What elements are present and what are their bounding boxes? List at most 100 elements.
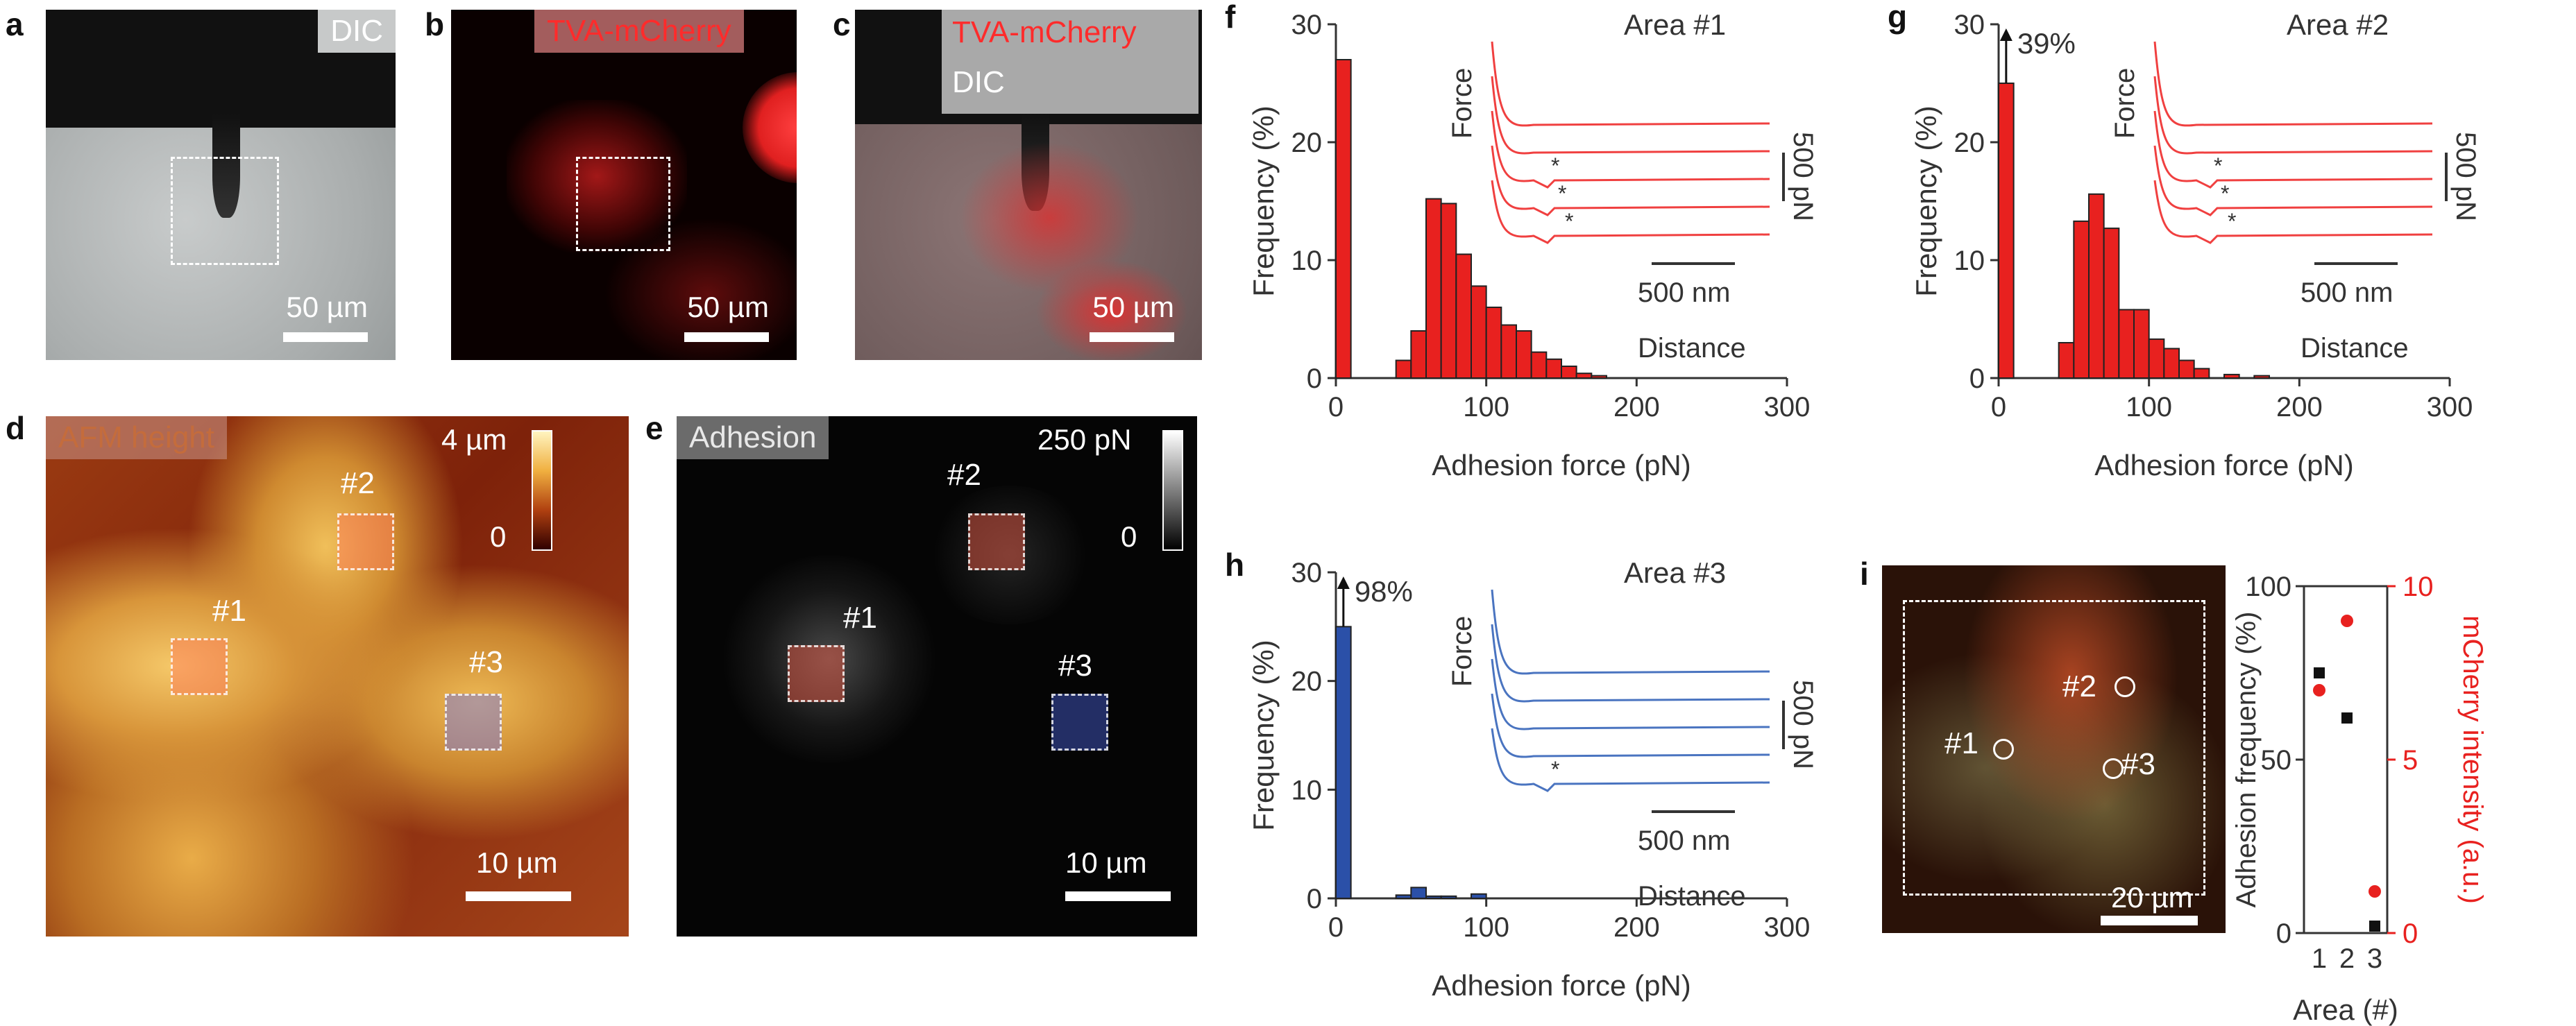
force-curve xyxy=(1491,658,1770,730)
panel-letter-f: f xyxy=(1225,0,1236,35)
inset-scale-x-label: 500 nm xyxy=(2300,277,2393,308)
roi-label-3: #3 xyxy=(469,645,503,679)
y-tick-label: 0 xyxy=(1969,364,1985,394)
x-tick-label: 2 xyxy=(2339,943,2355,974)
histogram-bar xyxy=(1410,330,1427,379)
histogram-bar xyxy=(1998,83,2015,379)
overflow-annotation: 39% xyxy=(2017,27,2076,60)
inset-force-label: Force xyxy=(2110,68,2140,139)
roi-label-3: #3 xyxy=(1058,649,1092,683)
force-curve xyxy=(1491,110,1770,189)
force-curve xyxy=(2153,180,2433,244)
force-curve xyxy=(2153,110,2433,189)
histogram-bar xyxy=(2178,359,2195,379)
y-tick-label: 30 xyxy=(1954,10,1985,40)
colorbar-min: 0 xyxy=(490,520,507,553)
x-tick-label: 0 xyxy=(1328,392,1344,422)
histogram-bar xyxy=(1440,203,1457,379)
force-curve xyxy=(2153,41,2433,127)
x-tick-label: 200 xyxy=(2276,392,2323,422)
histogram-bar xyxy=(1425,198,1442,379)
force-curve xyxy=(1491,41,1770,127)
force-curve xyxy=(2153,76,2433,155)
overflow-arrowhead xyxy=(1337,576,1350,589)
rupture-marker: * xyxy=(1565,209,1573,234)
mcherry-intensity-point xyxy=(2313,684,2325,696)
rupture-marker: * xyxy=(1551,153,1559,178)
inset-scale-y-label: 500 pN xyxy=(1788,680,1818,769)
histogram-bar xyxy=(1471,285,1487,379)
histogram-bar xyxy=(1440,895,1457,900)
inset-force-label: Force xyxy=(1447,68,1477,139)
scale-label: 20 µm xyxy=(2111,881,2193,914)
y-tick-label: 0 xyxy=(1307,364,1322,394)
inset-title: Area #3 xyxy=(1624,556,1726,589)
y-right-axis-label: mCherry intensity (a.u.) xyxy=(2457,615,2488,904)
x-axis-label: Adhesion force (pN) xyxy=(1432,449,1691,481)
x-tick-label: 300 xyxy=(1764,912,1811,943)
scale-bar xyxy=(684,332,769,342)
plot-frame xyxy=(2303,585,2389,934)
scale-label: 50 µm xyxy=(286,291,368,323)
histogram-bar xyxy=(1395,894,1412,899)
roi-label-1: #1 xyxy=(1944,726,1978,760)
y-tick-label: 10 xyxy=(1954,246,1985,276)
x-tick-label: 100 xyxy=(2126,392,2172,422)
roi-label-1: #1 xyxy=(843,601,877,635)
inset-title: Area #1 xyxy=(1624,8,1726,41)
tag-dic: DIC xyxy=(952,65,1005,99)
x-tick-label: 200 xyxy=(1613,392,1660,422)
histogram-bar xyxy=(2103,228,2120,379)
scale-label: 50 µm xyxy=(1092,291,1174,323)
inset-distance-label: Distance xyxy=(2300,333,2409,364)
histogram-bar xyxy=(2253,375,2270,379)
scale-bar xyxy=(466,891,571,901)
tag-adhesion: Adhesion xyxy=(677,416,829,459)
tag-dic: DIC xyxy=(318,10,396,53)
micrograph-c: TVA-mCherry DIC 50 µm xyxy=(855,10,1202,360)
histogram-bar xyxy=(2163,348,2180,379)
y-tick-label: 30 xyxy=(1291,558,1323,588)
y-axis-label: Frequency (%) xyxy=(1910,105,1942,296)
overflow-annotation: 98% xyxy=(1355,575,1413,608)
histogram-bar xyxy=(1335,626,1352,899)
x-axis-label: Area (#) xyxy=(2293,993,2398,1026)
x-tick-label: 3 xyxy=(2367,943,2382,974)
histogram-bar xyxy=(1500,324,1518,379)
cantilever-tip xyxy=(212,114,240,218)
adhesion-frequency-point xyxy=(2341,712,2353,724)
panel-letter-g: g xyxy=(1888,0,1907,35)
inset-scale-x-label: 500 nm xyxy=(1638,277,1730,308)
force-curve xyxy=(2153,145,2433,216)
panel-letter-h: h xyxy=(1225,548,1244,583)
y-right-tick-label: 0 xyxy=(2403,918,2418,949)
y-axis-label: Frequency (%) xyxy=(1247,105,1280,296)
inset-title: Area #2 xyxy=(2287,8,2389,41)
cell-bright xyxy=(743,72,797,183)
mcherry-intensity-point xyxy=(2369,885,2381,898)
y-left-tick-label: 100 xyxy=(2245,572,2291,602)
histogram-bar xyxy=(1516,330,1532,379)
histogram-bar xyxy=(2148,338,2165,379)
colorbar-min: 0 xyxy=(1121,520,1137,553)
histogram-bar xyxy=(2193,368,2210,379)
x-axis-label: Adhesion force (pN) xyxy=(1432,969,1691,1002)
histogram-bar xyxy=(2223,373,2240,379)
histogram-bar xyxy=(1410,887,1427,900)
afm-height-map: AFM height 4 µm 0 #1 #2 #3 10 µm xyxy=(46,416,629,937)
roi-circle-1 xyxy=(1993,739,2014,760)
y-tick-label: 30 xyxy=(1291,10,1323,40)
x-tick-label: 0 xyxy=(1328,912,1344,943)
tag-tva: TVA-mCherry xyxy=(952,15,1137,49)
y-right-tick-label: 5 xyxy=(2403,745,2418,776)
x-tick-label: 100 xyxy=(1463,912,1509,943)
x-tick-label: 100 xyxy=(1463,392,1509,422)
rupture-marker: * xyxy=(2228,209,2236,234)
roi-label-2: #2 xyxy=(341,466,375,500)
panel-letter-b: b xyxy=(425,6,445,42)
cell-red-2 xyxy=(1035,259,1188,360)
histogram-bar xyxy=(2133,309,2150,379)
histogram-bar xyxy=(2058,342,2075,379)
